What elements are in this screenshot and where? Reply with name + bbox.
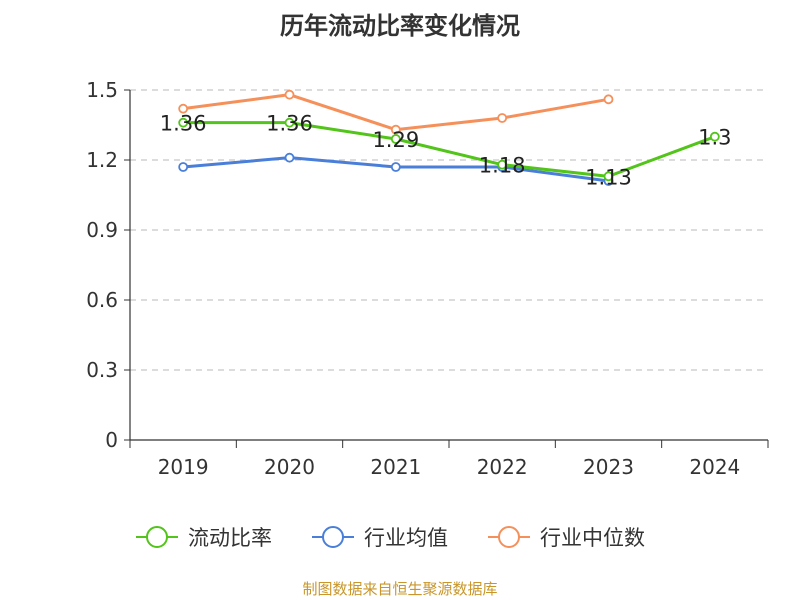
legend-item[interactable]: 行业均值 bbox=[312, 526, 448, 550]
x-tick-label: 2021 bbox=[370, 455, 421, 479]
data-label: 1.29 bbox=[372, 128, 419, 152]
data-point bbox=[603, 171, 614, 182]
chart-title: 历年流动比率变化情况 bbox=[280, 12, 520, 40]
legend-label: 行业中位数 bbox=[540, 526, 645, 550]
data-point bbox=[178, 117, 189, 128]
series-lines bbox=[178, 89, 720, 186]
legend-marker bbox=[498, 526, 520, 548]
data-label: 1.36 bbox=[266, 112, 313, 136]
data-point bbox=[497, 113, 508, 123]
data-labels: 1.36 1.36 1.29 1.18 1.13 1.3 bbox=[160, 112, 732, 190]
legend[interactable]: 流动比率 行业均值 行业中位数 bbox=[136, 526, 645, 550]
x-tick-label: 2022 bbox=[477, 455, 528, 479]
y-tick-label: 0.9 bbox=[86, 218, 118, 242]
data-label: 1.13 bbox=[585, 165, 632, 189]
y-tick-label: 0.3 bbox=[86, 358, 118, 382]
x-tick-label: 2019 bbox=[158, 455, 209, 479]
data-point bbox=[390, 162, 401, 172]
legend-label: 行业均值 bbox=[364, 526, 448, 550]
data-point bbox=[284, 152, 295, 163]
data-point bbox=[390, 134, 401, 144]
data-label: 1.18 bbox=[479, 154, 526, 178]
data-point bbox=[284, 117, 295, 128]
data-label: 1.36 bbox=[160, 112, 207, 136]
series-line bbox=[183, 121, 716, 178]
source-note: 制图数据来自恒生聚源数据库 bbox=[302, 580, 498, 598]
y-tick-label: 0.6 bbox=[86, 288, 118, 312]
data-point bbox=[284, 89, 295, 100]
gridlines bbox=[130, 89, 768, 371]
legend-label: 流动比率 bbox=[188, 526, 272, 550]
data-point bbox=[603, 94, 614, 105]
legend-item[interactable]: 行业中位数 bbox=[488, 526, 645, 550]
data-point bbox=[709, 131, 720, 142]
series-line bbox=[182, 93, 609, 132]
data-point bbox=[178, 103, 189, 114]
axes: 0 0.3 0.6 0.9 1.2 1.5 2019 2020 2021 2022 2023 2024 bbox=[86, 78, 769, 479]
data-point bbox=[390, 124, 401, 135]
legend-marker bbox=[146, 526, 168, 548]
x-tick-label: 2020 bbox=[264, 455, 315, 479]
x-tick-label: 2024 bbox=[689, 455, 740, 479]
data-label: 1.3 bbox=[698, 126, 731, 150]
data-point bbox=[497, 159, 508, 170]
data-point bbox=[178, 162, 189, 172]
legend-marker bbox=[322, 526, 344, 548]
x-tick-label: 2023 bbox=[583, 455, 634, 479]
y-tick-label: 1.2 bbox=[86, 148, 118, 172]
y-tick-label: 1.5 bbox=[86, 78, 118, 102]
legend-item[interactable]: 流动比率 bbox=[136, 526, 272, 550]
y-tick-label: 0 bbox=[105, 428, 118, 452]
